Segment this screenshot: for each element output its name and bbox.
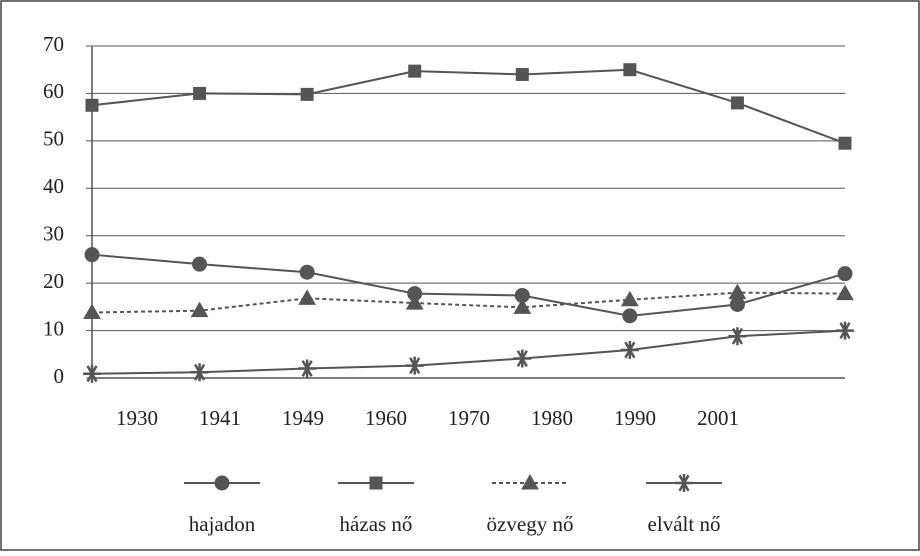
legend-label: elvált nő: [648, 512, 721, 536]
marker: [513, 298, 532, 314]
marker: [836, 284, 854, 301]
legend-marker: [675, 474, 693, 492]
marker: [85, 98, 99, 112]
marker: [83, 303, 101, 320]
y-tick-label: 50: [43, 127, 64, 151]
marker: [515, 67, 529, 81]
y-tick-label: 70: [43, 32, 64, 56]
y-tick-label: 40: [43, 174, 64, 198]
marker: [836, 321, 854, 340]
marker: [513, 349, 532, 368]
marker: [838, 136, 852, 150]
y-tick-label: 20: [43, 269, 64, 293]
legend-label: hajadon: [189, 512, 256, 536]
marker: [405, 294, 424, 310]
marker: [728, 327, 747, 346]
series-line: [91, 253, 846, 317]
legend-label: özvegy nő: [487, 512, 574, 536]
marker: [837, 266, 853, 282]
legend-label: házas nő: [340, 512, 413, 536]
y-tick-label: 10: [43, 316, 64, 340]
marker: [730, 96, 744, 110]
legend-marker: [369, 476, 383, 490]
x-tick-label: 1990: [614, 406, 656, 430]
marker: [408, 64, 422, 78]
x-tick-label: 1960: [365, 406, 407, 430]
series-line: [91, 329, 846, 375]
marker: [405, 356, 424, 375]
x-tick-label: 1970: [448, 406, 490, 430]
marker: [83, 364, 101, 383]
x-tick-label: 1930: [116, 406, 158, 430]
x-tick-label: 1949: [282, 406, 324, 430]
marker: [729, 296, 745, 312]
legend-marker: [521, 473, 539, 490]
y-tick-label: 60: [43, 79, 64, 103]
marker: [300, 87, 314, 101]
marker: [298, 289, 317, 305]
marker: [622, 308, 638, 324]
marker: [190, 301, 209, 318]
y-tick-label: 30: [43, 222, 64, 246]
marker: [84, 247, 100, 263]
marker: [190, 363, 209, 382]
x-tick-label: 1941: [199, 406, 241, 430]
marker: [620, 341, 639, 360]
legend-marker: [214, 475, 230, 491]
marker: [620, 290, 639, 307]
x-tick-label: 2001: [697, 406, 739, 430]
marker: [298, 359, 317, 378]
marker: [623, 63, 637, 77]
y-tick-label: 0: [54, 364, 65, 388]
marker: [193, 86, 207, 100]
marker: [728, 283, 747, 300]
series-line: [91, 68, 846, 145]
marker: [192, 256, 208, 272]
x-tick-label: 1980: [531, 406, 573, 430]
marker: [299, 264, 315, 280]
